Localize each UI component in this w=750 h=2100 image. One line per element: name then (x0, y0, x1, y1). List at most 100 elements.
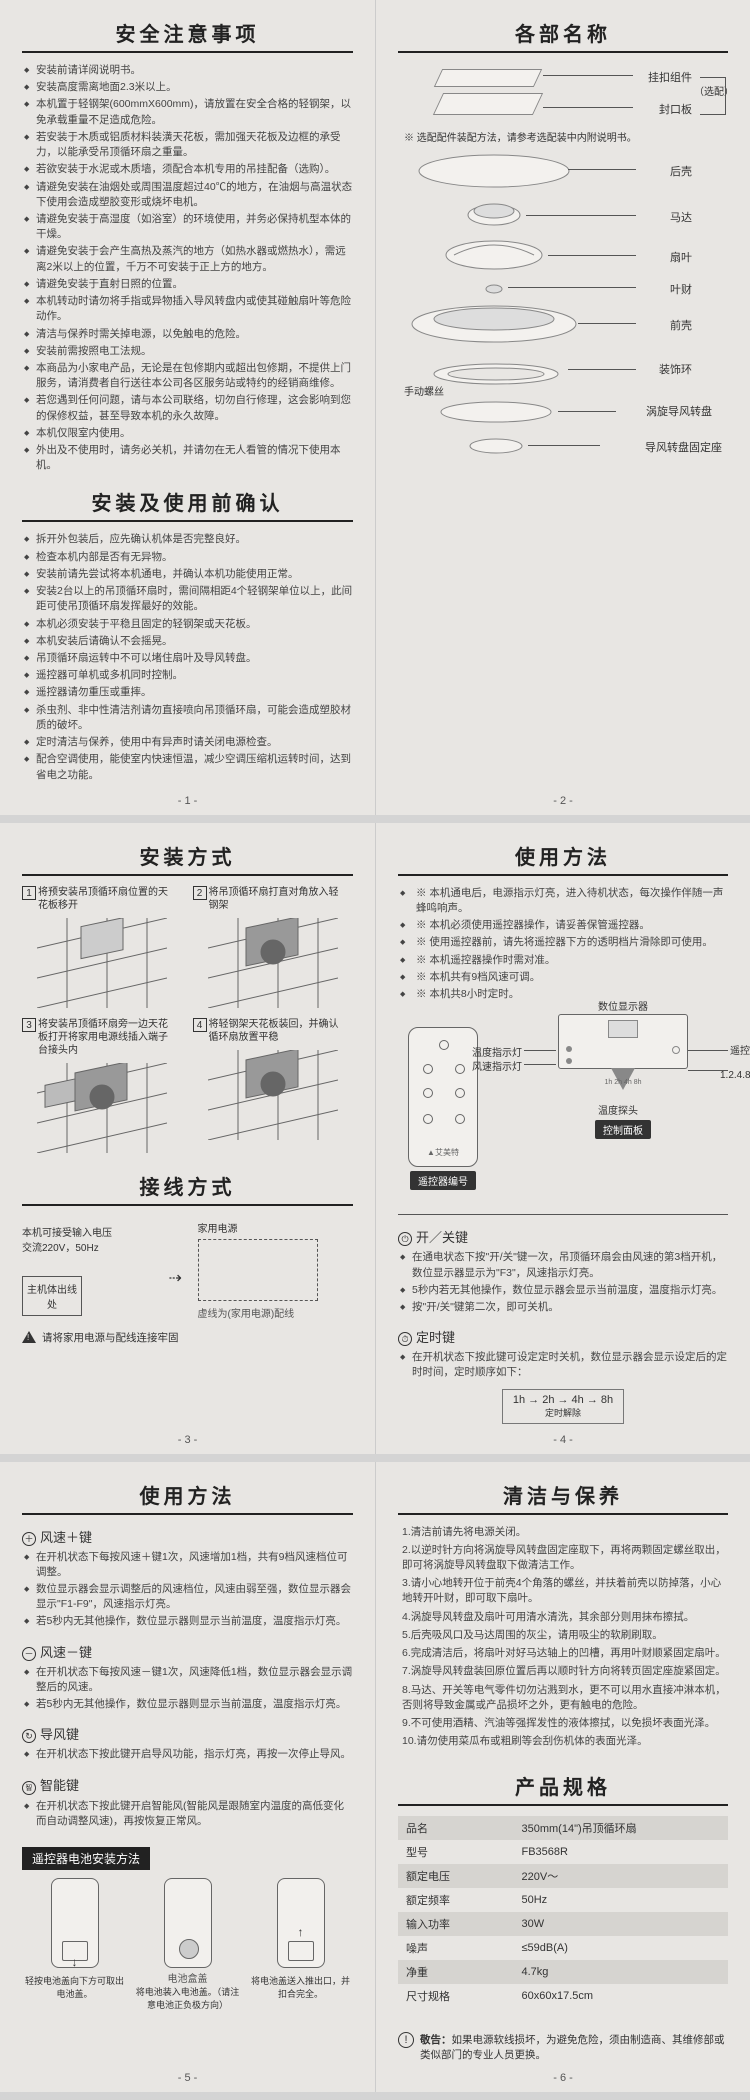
bullet: 外出及不使用时，请务必关机，并请勿在无人看管的情况下使用本机。 (26, 443, 353, 473)
bullet: 请避免安装于直射日照的位置。 (26, 277, 353, 292)
bullet: 若5秒内无其他操作，数位显示器则显示当前温度，温度指示灯亮。 (26, 1697, 353, 1712)
preinstall-bullets: 拆开外包装后，应先确认机体是否完整良好。 检查本机内部是否有无异物。 安装前请先… (22, 532, 353, 782)
bullet: 请避免安装于高湿度（如浴室）的环境使用，并务必保持机型本体的干燥。 (26, 212, 353, 242)
bullet: 检查本机内部是否有无异物。 (26, 550, 353, 565)
bullet: 在开机状态下按此键可设定定时关机，数位显示器会显示设定后的定时时间，定时顺序如下… (402, 1350, 728, 1380)
rule (22, 874, 353, 876)
voltage-info: 本机可接受输入电压 交流220V，50Hz 主机体出线处 (22, 1224, 178, 1316)
timer-seq-wrap: 1h → 2h → 4h → 8h 定时解除 (398, 1383, 728, 1424)
wiring-section: 本机可接受输入电压 交流220V，50Hz 主机体出线处 家用电源 ⇢ 虚线为(… (22, 1220, 353, 1345)
power-icon: ⏻ (398, 1232, 412, 1246)
battery-steps: ↓ 轻按电池盖向下方可取出电池盖。 电池盒盖 将电池装入电池盖。（请注意电池正负… (22, 1878, 353, 2011)
rule (22, 520, 353, 522)
swing-icon: ↻ (22, 1729, 36, 1743)
bracket-line (700, 77, 726, 115)
plus-icon: ＋ (22, 1532, 36, 1546)
item: 5.后壳吸风口及马达周围的灰尘，请用吸尘的软刷刷取。 (402, 1628, 728, 1643)
smart-head: 智智能键 (22, 1775, 353, 1795)
usage-notes: ※ 本机通电后，电源指示灯亮，进入待机状态，每次操作伴随一声蜂鸣响声。 ※ 本机… (398, 886, 728, 1003)
guide-head: ↻ 导风键 (22, 1724, 353, 1743)
power-key-head: ⏻开／关键 (398, 1227, 728, 1246)
spec-row: 额定频率50Hz (398, 1888, 728, 1912)
install-step-1: 1将预安装吊顶循环扇位置的天花板移开 (22, 886, 183, 1008)
step-num: 3 (22, 1018, 36, 1032)
leader (524, 1050, 556, 1051)
clean-list: 1.清洁前请先将电源关闭。 2.以逆时针方向将涡旋导风转盘固定座取下，再将两颗固… (398, 1525, 728, 1750)
p2-title: 各部名称 (398, 18, 728, 47)
seq-text2: 定时解除 (545, 1408, 581, 1418)
part-label: 挂扣组件 (648, 69, 692, 85)
bullet: 吊顶循环扇运转中不可以堵住扇叶及导风转盘。 (26, 651, 353, 666)
install-grid: 1将预安装吊顶循环扇位置的天花板移开 2将吊顶循环扇打直对角放入轻钢架 (22, 886, 353, 1153)
part-label: 后壳 (670, 163, 692, 179)
item: 3.请小心地转开位于前壳4个角落的螺丝，并扶着前壳以防掉落，小心地转开叶财，即可… (402, 1576, 728, 1606)
page-4: 使用方法 ※ 本机通电后，电源指示灯亮，进入待机状态，每次操作伴随一声蜂鸣响声。… (375, 823, 750, 1454)
spec-key: 输入功率 (398, 1912, 514, 1936)
item: 1.清洁前请先将电源关闭。 (402, 1525, 728, 1540)
p4-title: 使用方法 (398, 841, 728, 870)
battery-step-1: ↓ 轻按电池盖向下方可取出电池盖。 (22, 1878, 127, 2011)
item-text: 清洁前请先将电源关闭。 (411, 1526, 527, 1538)
note: ※ 使用遥控器前，请先将遥控器下方的透明档片滑除即可使用。 (402, 935, 728, 950)
panel-lbl: 温度探头 (598, 1102, 638, 1117)
part-label: 装饰环 (659, 361, 692, 377)
leader (543, 75, 633, 76)
remote-icon: ▲艾美特 (408, 1027, 478, 1167)
voltage-label: 本机可接受输入电压 (22, 1224, 178, 1239)
page-number: - 4 - (376, 1434, 750, 1446)
bullet: 在开机状态下按此键开启智能风(智能风是跟随室内温度的高低变化而自动调整风速)，再… (26, 1799, 353, 1829)
leader (688, 1050, 728, 1051)
spec-val: 4.7kg (514, 1960, 729, 1984)
bullet: 定时清洁与保养，使用中有异声时请关闭电源检查。 (26, 735, 353, 750)
spec-row: 品名350mm(14")吊顶循环扇 (398, 1816, 728, 1840)
voltage-value: 交流220V，50Hz (22, 1239, 178, 1254)
spread-1: 安全注意事项 安装前请详阅说明书。 安装高度需离地面2.3米以上。 本机置于轻钢… (0, 0, 750, 815)
item-text: 请勿使用菜瓜布或粗刷等会刮伤机体的表面光泽。 (417, 1735, 648, 1747)
spec-key: 尺寸规格 (398, 1984, 514, 2008)
install-step-4: 4将轻钢架天花板装回，并确认循环扇放置平稳 (193, 1018, 354, 1153)
safety-bullets: 安装前请详阅说明书。 安装高度需离地面2.3米以上。 本机置于轻钢架(600mm… (22, 63, 353, 473)
note-text: 使用遥控器前，请先将遥控器下方的透明档片滑除即可使用。 (429, 936, 713, 948)
spec-key: 噪声 (398, 1936, 514, 1960)
step-num: 2 (193, 886, 207, 900)
power-bullets: 在通电状态下按"开/关"键一次，吊顶循环扇会由风速的第3档开机，数位显示器显示为… (398, 1250, 728, 1315)
bullet: 在开机状态下按此键开启导风功能，指示灯亮，再按一次停止导风。 (26, 1747, 353, 1762)
leader (524, 1064, 556, 1065)
dashed-box: ⇢ (198, 1239, 318, 1301)
rule (22, 1513, 353, 1515)
part-label: 涡旋导风转盘 (646, 403, 712, 419)
item-text: 后壳吸风口及马达周围的灰尘，请用吸尘的软刷刷取。 (411, 1629, 663, 1641)
battery-title: 遥控器电池安装方法 (22, 1847, 150, 1870)
item-text: 涡旋导风转盘装回原位置后再以顺时针方向将转页固定座旋紧固定。 (411, 1665, 726, 1677)
rule (398, 1513, 728, 1515)
subhead-text: 导风键 (40, 1727, 79, 1742)
battery-step-3: ↑ 将电池盖送入推出口，并扣合完全。 (248, 1878, 353, 2011)
note-text: 本机必须使用遥控器操作，请妥善保管遥控器。 (429, 919, 650, 931)
power-label: 家用电源 (198, 1220, 354, 1235)
step-text: 将电池盖送入推出口，并扣合完全。 (248, 1974, 353, 2000)
spec-val: 50Hz (514, 1888, 729, 1912)
bullet: 安装前需按照电工法规。 (26, 344, 353, 359)
panel-col: 数位显示器 1h 2h 4h 8h 温度指示灯 风速指示灯 (528, 1014, 718, 1194)
page-number: - 2 - (376, 795, 750, 807)
step-num: 4 (193, 1018, 207, 1032)
disc-sketch (436, 399, 556, 425)
spec-title: 产品规格 (398, 1771, 728, 1800)
bullet: 在通电状态下按"开/关"键一次，吊顶循环扇会由风速的第3档开机，数位显示器显示为… (402, 1250, 728, 1280)
parts-note: ※ 选配配件装配方法，请参考选配装中内附说明书。 (404, 129, 637, 144)
spec-row: 额定电压220V～ (398, 1864, 728, 1888)
remote-back-icon: ↓ (51, 1878, 99, 1968)
remote-panel-row: x ▲艾美特 遥控器编号 数位显示器 (398, 1014, 728, 1194)
item-text: 完成清洁后，将扇叶对好马达轴上的凹槽，再用叶财顺紧固定扇叶。 (411, 1647, 726, 1659)
note-text: 本机通电后，电源指示灯亮，进入待机状态，每次操作伴随一声蜂鸣响声。 (416, 887, 723, 914)
timer-sequence: 1h → 2h → 4h → 8h 定时解除 (502, 1389, 624, 1424)
note: ※ 本机通电后，电源指示灯亮，进入待机状态，每次操作伴随一声蜂鸣响声。 (402, 886, 728, 916)
p6-title: 清洁与保养 (398, 1480, 728, 1509)
wiring-diagram: 本机可接受输入电压 交流220V，50Hz 主机体出线处 家用电源 ⇢ 虚线为(… (22, 1220, 353, 1320)
install-step-3: 3将安装吊顶循环扇旁一边天花板打开将家用电源线插入端子台接头内 (22, 1018, 183, 1153)
control-panel-icon: 1h 2h 4h 8h (558, 1014, 688, 1090)
bullet: 请避免安装于会产生高热及蒸汽的地方（如热水器或燃热水），需远离2米以上的位置，千… (26, 244, 353, 274)
panel-lbl: 温度指示灯 (472, 1044, 522, 1059)
page-number: - 5 - (0, 2072, 375, 2084)
exploded-sketch (404, 149, 584, 349)
